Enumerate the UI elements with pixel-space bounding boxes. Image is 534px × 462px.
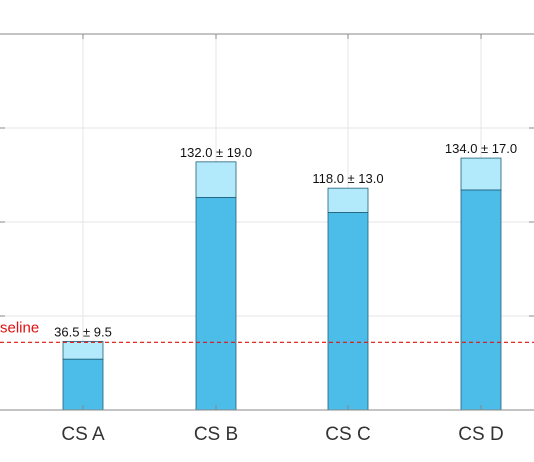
- bar-lower-4: [460, 189, 502, 411]
- bar-upper-1: [62, 340, 104, 360]
- bar-lower-2: [195, 197, 237, 411]
- x-tick-label-3: CS C: [325, 424, 370, 445]
- data-label-1: 36.5 ± 9.5: [54, 324, 112, 339]
- data-label-2: 132.0 ± 19.0: [180, 145, 252, 160]
- reference-line-group: seline: [0, 319, 534, 343]
- x-tick-label-4: CS D: [458, 424, 503, 445]
- bar-upper-4: [460, 157, 502, 191]
- data-label-3: 118.0 ± 13.0: [312, 171, 383, 186]
- data-label-4: 134.0 ± 17.0: [445, 141, 517, 156]
- bar-lower-1: [62, 358, 104, 411]
- axes: [0, 33, 534, 411]
- bar-lower-3: [327, 212, 369, 411]
- bar-upper-2: [195, 161, 237, 198]
- reference-line-label: seline: [0, 319, 39, 336]
- bars: [62, 157, 502, 411]
- x-tick-label-2: CS B: [194, 424, 238, 445]
- labels: 36.5 ± 9.5 CS A 132.0 ± 19.0 CS B 118.0 ± 13…: [54, 141, 517, 445]
- x-tick-label-1: CS A: [61, 424, 105, 445]
- bar-upper-3: [327, 187, 369, 214]
